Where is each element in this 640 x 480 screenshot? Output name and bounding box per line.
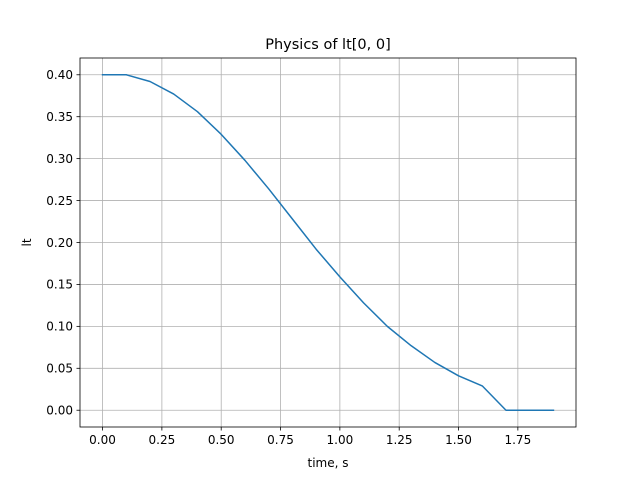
chart-title: Physics of lt[0, 0] [265, 37, 391, 53]
y-tick-label: 0.05 [46, 362, 73, 376]
series-line [101, 74, 555, 411]
x-tick-label: 0.50 [208, 433, 235, 447]
y-tick-label: 0.25 [46, 194, 73, 208]
x-tick-label: 0.25 [149, 433, 176, 447]
y-axis-label: lt [20, 238, 34, 246]
y-tick-label: 0.20 [46, 236, 73, 250]
x-axis-label: time, s [308, 456, 349, 470]
series-layer [101, 74, 555, 411]
y-tick-label: 0.30 [46, 152, 73, 166]
x-tick-label: 1.50 [445, 433, 472, 447]
x-tick-label: 1.00 [327, 433, 354, 447]
y-tick-label: 0.10 [46, 320, 73, 334]
x-tick-label: 1.75 [504, 433, 531, 447]
x-tick-label: 1.25 [386, 433, 413, 447]
grid [80, 58, 576, 427]
x-tick-label: 0.75 [267, 433, 294, 447]
y-tick-label: 0.15 [46, 278, 73, 292]
x-tick-label: 0.00 [89, 433, 116, 447]
y-tick-label: 0.40 [46, 68, 73, 82]
x-axis: 0.00 0.25 0.50 0.75 1.00 1.25 1.50 1.75 [89, 427, 531, 447]
y-tick-label: 0.35 [46, 110, 73, 124]
y-axis: 0.00 0.05 0.10 0.15 0.20 0.25 0.30 0.35 0.40 [46, 68, 80, 418]
y-tick-label: 0.00 [46, 404, 73, 418]
